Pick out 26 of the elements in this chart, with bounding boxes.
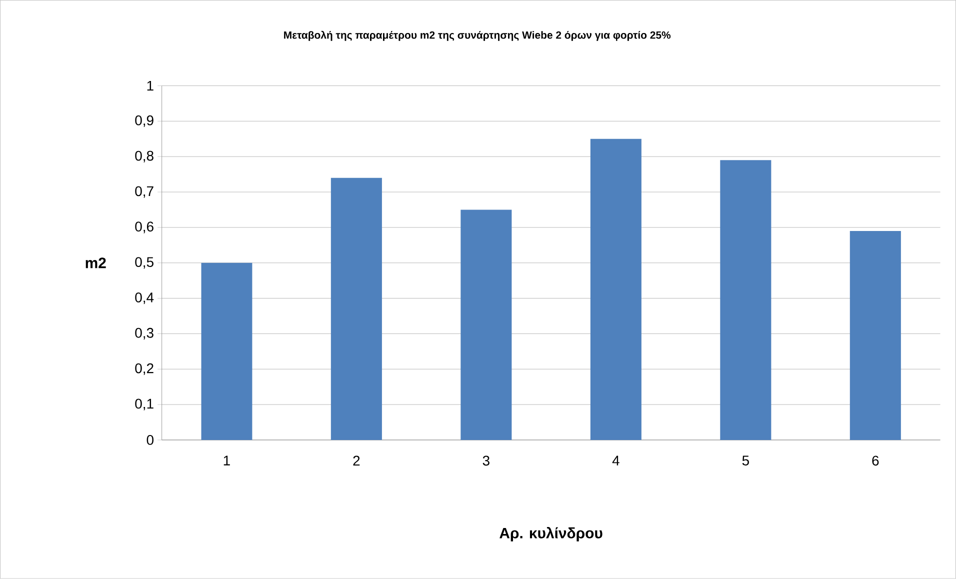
y-tick-label: 0,8 xyxy=(135,150,154,162)
x-tick-label: 6 xyxy=(872,456,879,466)
x-tick-label: 5 xyxy=(742,456,749,466)
x-axis-title: Αρ. κυλίνδρου xyxy=(500,527,602,542)
y-tick-label: 0,6 xyxy=(135,222,154,234)
bar xyxy=(201,262,252,440)
bar xyxy=(460,210,512,440)
bar xyxy=(850,231,901,440)
y-tick-label: 1 xyxy=(147,81,154,91)
y-tick-label: 0,4 xyxy=(135,292,154,304)
x-tick-label: 3 xyxy=(482,456,490,466)
y-tick-label: 0,3 xyxy=(135,328,154,340)
bar xyxy=(590,139,642,440)
bar xyxy=(720,160,772,440)
chart-title: Μεταβολή της παραμέτρου m2 της συνάρτησης Wiebe 2 όρων για φορτίο 25% xyxy=(284,30,671,41)
bar xyxy=(330,178,382,440)
y-tick-label: 0,1 xyxy=(135,398,154,410)
x-tick-label: 2 xyxy=(353,456,360,466)
y-axis-title: m2 xyxy=(86,258,106,268)
x-tick-label: 4 xyxy=(612,456,620,466)
x-tick-label: 1 xyxy=(224,456,230,466)
y-tick-label: 0,7 xyxy=(135,186,154,198)
y-tick-label: 0,2 xyxy=(135,363,154,376)
y-tick-label: 0 xyxy=(146,435,154,446)
y-tick-label: 0,5 xyxy=(135,257,154,269)
y-tick-label: 0,9 xyxy=(135,116,154,128)
